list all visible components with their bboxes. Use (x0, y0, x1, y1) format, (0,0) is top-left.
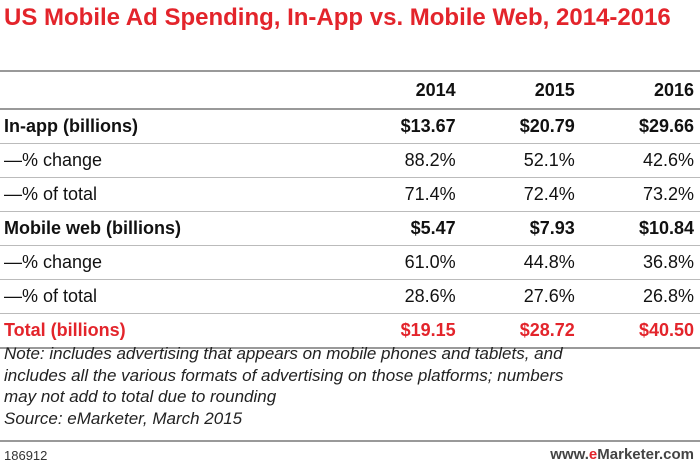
cell-value: $29.66 (580, 109, 700, 144)
note: Note: includes advertising that appears … (4, 343, 563, 429)
cell-value: 26.8% (580, 279, 700, 314)
cell-value: 88.2% (342, 143, 462, 178)
logo-part: .com (658, 446, 694, 463)
column-header: 2016 (580, 70, 700, 110)
cell-value: $28.72 (461, 313, 581, 349)
cell-value: $10.84 (580, 211, 700, 246)
header-cell (0, 70, 343, 110)
logo: www.eMarketer.com (550, 446, 694, 463)
note-line: Note: includes advertising that appears … (4, 344, 563, 363)
cell-value: 27.6% (461, 279, 581, 314)
logo-part: www. (550, 446, 589, 463)
cell-value: 71.4% (342, 177, 462, 212)
row-label: —% of total (0, 279, 343, 314)
cell-value: $5.47 (342, 211, 462, 246)
cell-value: 42.6% (580, 143, 700, 178)
row-label: —% of total (0, 177, 343, 212)
table-row: Mobile web (billions) $5.47 $7.93 $10.84 (0, 211, 700, 246)
cell-value: 44.8% (461, 245, 581, 280)
cell-value: $13.67 (342, 109, 462, 144)
cell-value: 72.4% (461, 177, 581, 212)
table-row: —% of total 28.6% 27.6% 26.8% (0, 279, 700, 314)
table-row: —% change 61.0% 44.8% 36.8% (0, 245, 700, 280)
title: US Mobile Ad Spending, In-App vs. Mobile… (4, 4, 671, 31)
table-row: —% change 88.2% 52.1% 42.6% (0, 143, 700, 178)
logo-part: Marketer (597, 446, 659, 463)
row-label: In-app (billions) (0, 109, 343, 144)
column-header: 2015 (461, 70, 581, 110)
footer: 186912 www.eMarketer.com (0, 440, 700, 468)
column-header: 2014 (342, 70, 462, 110)
row-label: —% change (0, 143, 343, 178)
note-line: includes all the various formats of adve… (4, 365, 564, 385)
cell-value: $20.79 (461, 109, 581, 144)
cell-value: 61.0% (342, 245, 462, 280)
table-row: —% of total 71.4% 72.4% 73.2% (0, 177, 700, 212)
row-label: —% change (0, 245, 343, 280)
cell-value: 73.2% (580, 177, 700, 212)
row-label: Mobile web (billions) (0, 211, 343, 246)
logo-part: e (588, 446, 598, 463)
cell-value: $40.50 (580, 313, 700, 349)
note-line: may not add to total due to rounding (4, 387, 277, 406)
source: Source: eMarketer, March 2015 (4, 408, 243, 428)
cell-value: 28.6% (342, 279, 462, 314)
table-row: Total (billions) $19.15 $28.72 $40.50 (0, 313, 700, 349)
data-table: 2014 2015 2016 In-app (billions) $13.67 $20.… (0, 70, 700, 349)
header-row: 2014 2015 2016 (0, 70, 700, 110)
cell-value: 52.1% (461, 143, 581, 178)
cell-value: $19.15 (342, 313, 462, 349)
cell-value: 36.8% (580, 245, 700, 280)
table-row: In-app (billions) $13.67 $20.79 $29.66 (0, 109, 700, 144)
cell-value: $7.93 (461, 211, 581, 246)
row-label: Total (billions) (0, 313, 343, 349)
chart-id: 186912 (4, 448, 48, 463)
